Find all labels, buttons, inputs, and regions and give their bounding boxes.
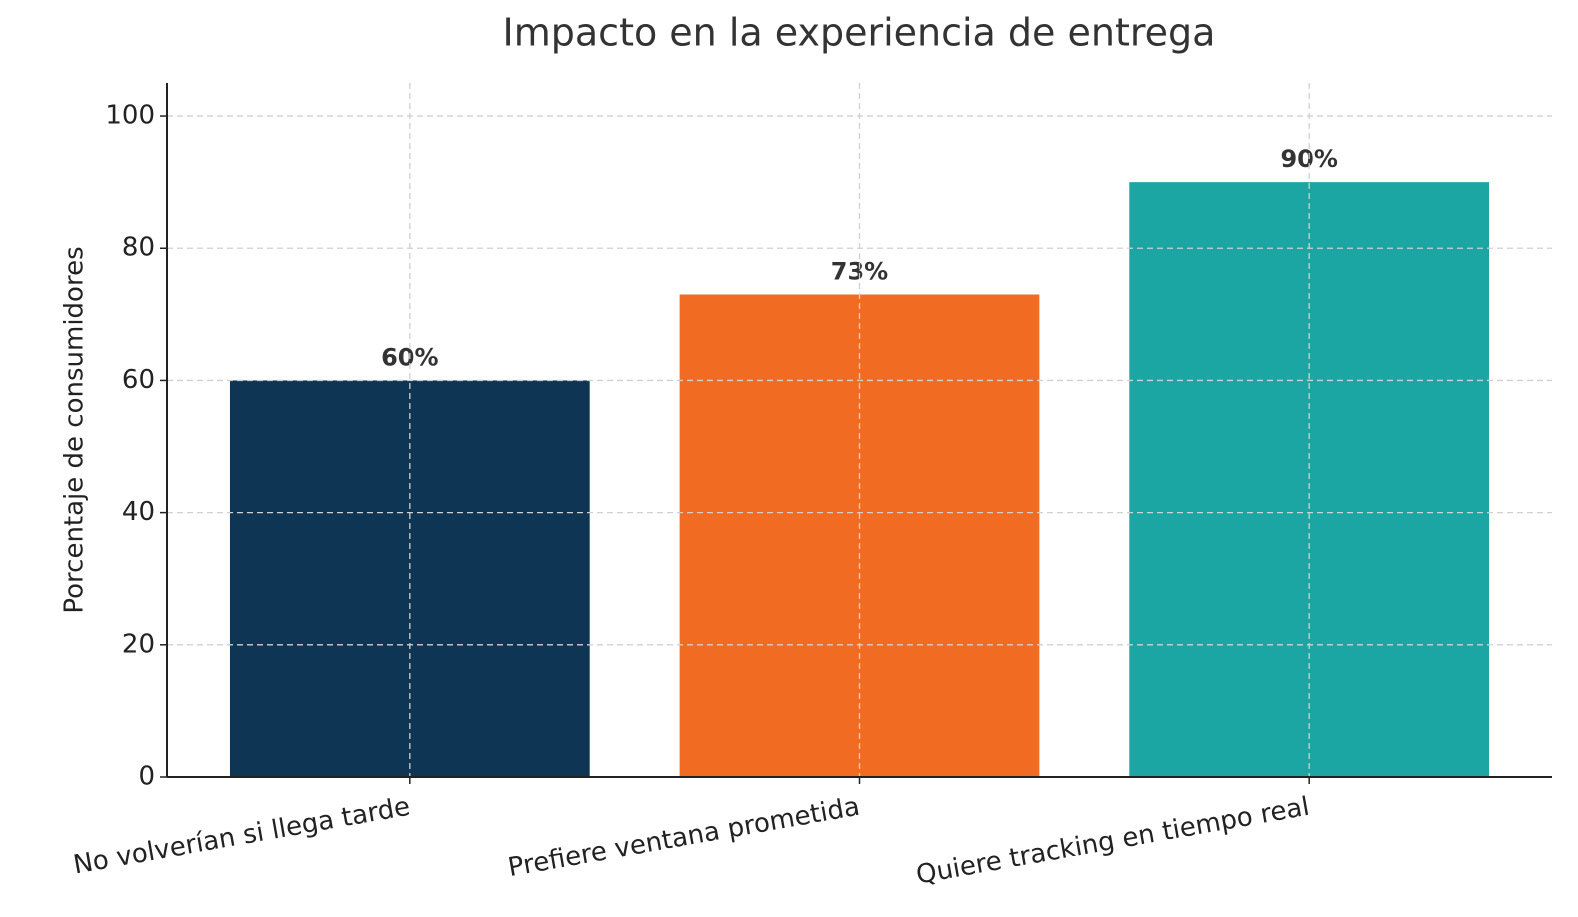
y-tick-label: 80 (122, 233, 155, 263)
y-tick-label: 100 (105, 101, 155, 131)
y-tick-label: 20 (122, 629, 155, 659)
y-axis-label: Porcentaje de consumidores (60, 246, 90, 613)
x-tick-label: Quiere tracking en tiempo real (914, 792, 1312, 891)
value-label: 73% (831, 258, 888, 286)
x-tick-label: Prefiere ventana prometida (506, 792, 862, 883)
y-tick-label: 60 (122, 365, 155, 395)
y-tick-label: 40 (122, 497, 155, 527)
x-tick-label: No volverían si llega tarde (71, 792, 412, 881)
y-tick-label: 0 (138, 762, 155, 792)
chart-title: Impacto en la experiencia de entrega (503, 11, 1216, 55)
